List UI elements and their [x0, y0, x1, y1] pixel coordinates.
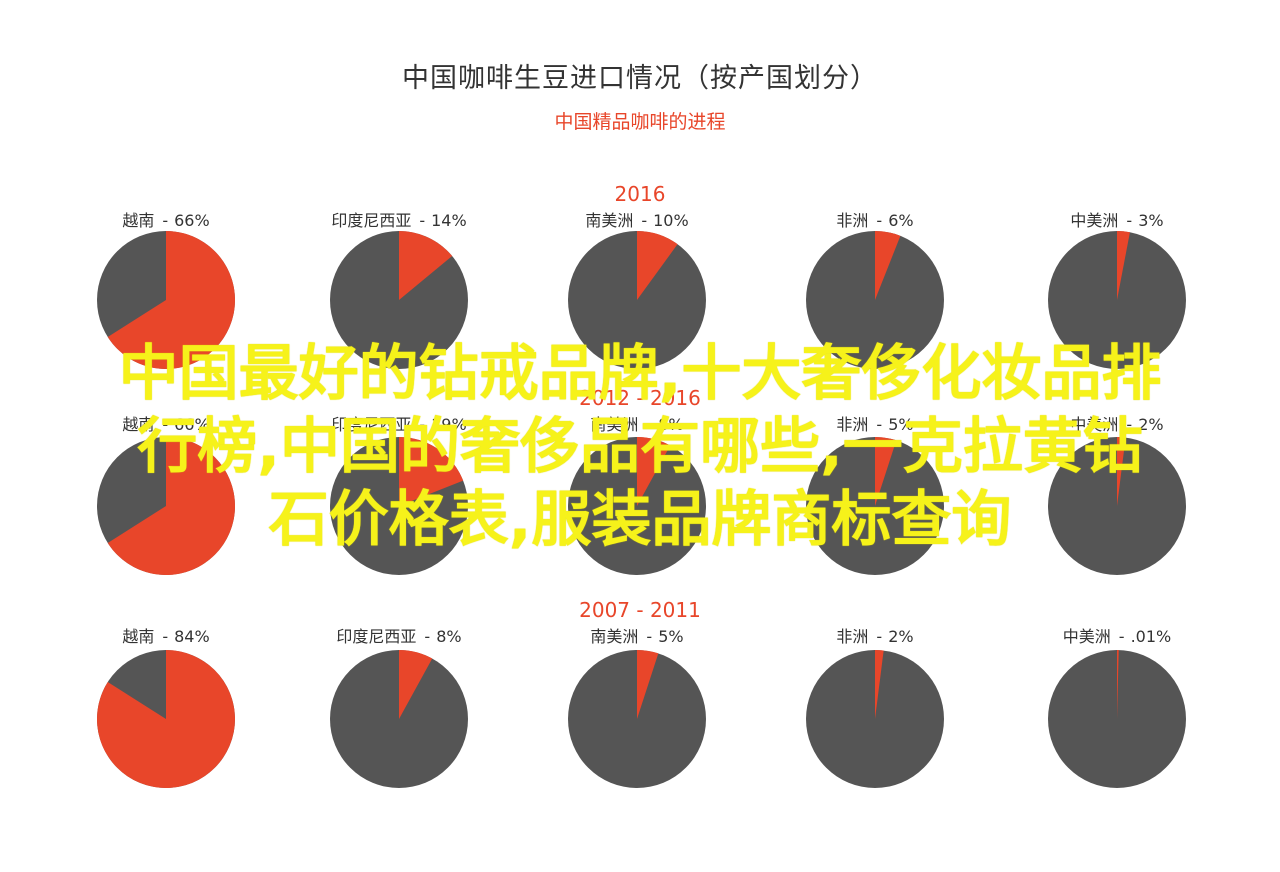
pie-r3-c2-label: 印度尼西亚 -8% — [336, 623, 461, 647]
pie-r3-c3-label: 南美洲 -5% — [590, 623, 683, 647]
pie-share-slice — [875, 650, 884, 719]
pie-r3-c5 — [1048, 649, 1186, 788]
country-name: 越南 — [122, 627, 155, 646]
percent-value: 5% — [658, 627, 684, 646]
pie-r2-c5 — [1048, 437, 1186, 575]
pie-r2-c3-label: 南美洲 -8% — [590, 411, 683, 435]
pie-r2-c3 — [568, 437, 706, 575]
country-name: 印度尼西亚 — [331, 211, 412, 230]
country-name: 越南 — [122, 211, 155, 230]
country-name: 印度尼西亚 — [336, 627, 417, 646]
label-separator: - — [876, 415, 883, 434]
pie-share-slice — [875, 437, 897, 506]
pie-r1-c2 — [330, 231, 468, 369]
label-separator: - — [419, 211, 426, 230]
overlay-line-3: 石价格表,服装品牌商标查询 — [268, 485, 1012, 555]
label-separator: - — [646, 627, 653, 646]
pie-r3-c4-label: 非洲 -2% — [836, 623, 913, 647]
percent-value: 14% — [431, 211, 467, 230]
country-name: 非洲 — [836, 415, 869, 434]
percent-value: 84% — [174, 627, 210, 646]
section-year-3: 2007 - 2011 — [579, 598, 701, 622]
country-name: 非洲 — [836, 627, 869, 646]
overlay-line-2: 行榜,中国的奢侈品有哪些,一克拉黄钻 — [137, 412, 1143, 482]
label-separator: - — [162, 415, 169, 434]
pie-r3-c5-label: 中美洲 - .01% — [1063, 623, 1171, 647]
pie-r1-c4-label: 非洲 -6% — [836, 207, 913, 231]
pie-r1-c1 — [97, 231, 235, 369]
pie-share-slice — [1117, 231, 1130, 300]
pie-share-slice — [637, 231, 678, 300]
pie-share-slice — [107, 437, 235, 575]
pie-r2-c5-label: 中美洲 -2% — [1070, 411, 1163, 435]
label-separator: - — [1118, 627, 1125, 646]
pie-r3-c1 — [96, 650, 235, 788]
percent-value: 8% — [436, 627, 462, 646]
country-name: 印度尼西亚 — [331, 415, 412, 434]
percent-value: 2% — [888, 627, 914, 646]
overlay-caption: 中国最好的钻戒品牌,十大奢侈化妆品排 行榜,中国的奢侈品有哪些,一克拉黄钻 石价… — [30, 338, 1250, 557]
label-separator: - — [162, 211, 169, 230]
pie-r3-c3 — [568, 650, 706, 788]
percent-value: 8% — [658, 415, 684, 434]
pie-r2-c4 — [806, 437, 944, 575]
label-separator: - — [876, 211, 883, 230]
pie-r1-c3-label: 南美洲 -10% — [585, 207, 688, 231]
percent-value: .01% — [1130, 627, 1172, 646]
country-name: 南美洲 — [585, 211, 634, 230]
country-name: 南美洲 — [590, 627, 639, 646]
country-name: 中美洲 — [1070, 415, 1119, 434]
pie-share-slice — [637, 437, 671, 506]
country-name: 越南 — [122, 415, 155, 434]
percent-value: 66% — [174, 415, 210, 434]
pie-r1-c2-label: 印度尼西亚 -14% — [331, 207, 466, 231]
label-separator: - — [641, 211, 648, 230]
label-separator: - — [876, 627, 883, 646]
percent-value: 3% — [1138, 211, 1164, 230]
section-year-1: 2016 — [614, 182, 666, 206]
pie-share-slice — [107, 231, 235, 369]
pie-share-slice — [399, 231, 453, 300]
pie-r2-c2 — [330, 437, 468, 575]
percent-value: 5% — [888, 415, 914, 434]
label-separator: - — [1126, 415, 1133, 434]
pie-r1-c3 — [568, 231, 706, 369]
pie-share-slice — [399, 437, 464, 506]
pie-r2-c2-label: 印度尼西亚 -19% — [331, 411, 466, 435]
country-name: 中美洲 — [1070, 211, 1119, 230]
country-name: 南美洲 — [590, 415, 639, 434]
pie-r1-c5 — [1048, 231, 1186, 369]
chart-title: 中国咖啡生豆进口情况（按产国划分） — [402, 63, 878, 94]
label-separator: - — [419, 415, 426, 434]
overlay-line-1: 中国最好的钻戒品牌,十大奢侈化妆品排 — [118, 339, 1162, 409]
percent-value: 66% — [174, 211, 210, 230]
label-separator: - — [646, 415, 653, 434]
pie-r2-c4-label: 非洲 -5% — [836, 411, 913, 435]
pie-r1-c5-label: 中美洲 -3% — [1070, 207, 1163, 231]
pie-r3-c2 — [330, 650, 468, 788]
pie-r3-c1-label: 越南 -84% — [122, 623, 209, 647]
percent-value: 2% — [1138, 415, 1164, 434]
pie-r1-c1-label: 越南 -66% — [122, 207, 209, 231]
pie-share-slice — [637, 650, 659, 719]
chart-subtitle: 中国精品咖啡的进程 — [554, 111, 726, 133]
pie-r2-c1 — [97, 437, 235, 575]
country-name: 非洲 — [836, 211, 869, 230]
label-separator: - — [1126, 211, 1133, 230]
percent-value: 6% — [888, 211, 914, 230]
percent-value: 19% — [431, 415, 467, 434]
pie-share-slice — [1117, 649, 1119, 719]
label-separator: - — [162, 627, 169, 646]
label-separator: - — [424, 627, 431, 646]
pie-share-slice — [1117, 437, 1126, 506]
percent-value: 10% — [653, 211, 689, 230]
pie-r2-c1-label: 越南 -66% — [122, 411, 209, 435]
pie-r1-c4 — [806, 231, 944, 369]
country-name: 中美洲 — [1062, 627, 1111, 646]
pie-share-slice — [399, 650, 433, 719]
pie-share-slice — [875, 231, 901, 300]
pie-share-slice — [96, 650, 235, 788]
section-year-2: 2012 - 2016 — [579, 386, 701, 410]
pie-r3-c4 — [806, 650, 944, 788]
